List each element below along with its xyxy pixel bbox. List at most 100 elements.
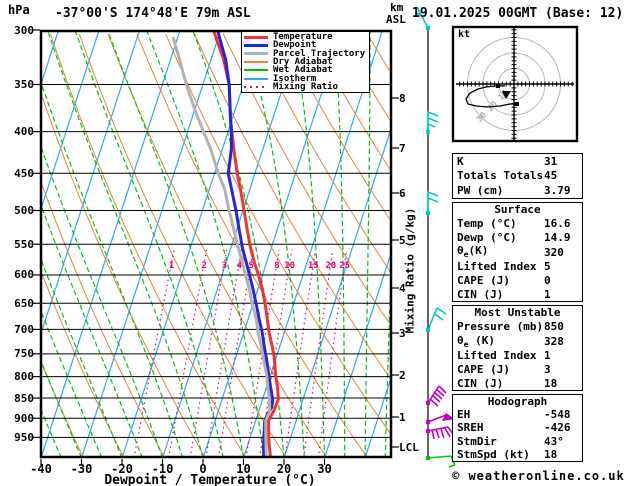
dry-adiabat-line — [136, 33, 368, 457]
wind-barb — [426, 111, 439, 134]
table-row-value: 0 — [544, 273, 551, 287]
mixing-ratio-value-label: 25 — [339, 261, 351, 271]
table-row: Pressure (mb) 850 — [457, 320, 578, 333]
table-row-value: -548 — [544, 408, 571, 422]
isotherm-line — [324, 251, 391, 457]
pressure-unit-label: hPa — [8, 3, 30, 17]
temp-tick-label: 20 — [276, 462, 292, 476]
temp-tick-label: 10 — [236, 462, 251, 476]
dry-adiabat-line — [338, 33, 391, 123]
hodograph-marker — [515, 102, 519, 106]
table-row-value: 328 — [544, 334, 564, 348]
copyright-label: © weatheronline.co.uk — [452, 469, 625, 483]
wind-barb — [426, 455, 456, 468]
wet-adiabat-line — [41, 145, 163, 457]
table-row-value: 320 — [544, 245, 564, 259]
table-row-label: SREH — [457, 421, 484, 435]
mixing-ratio-value-label: 2 — [201, 261, 207, 271]
km-tick-label: 4 — [399, 282, 406, 295]
wet-adiabat-line — [192, 31, 285, 457]
hodograph-marker — [496, 84, 500, 88]
table-row-label: Temp (°C) — [457, 217, 517, 231]
table-row: EH -548 — [457, 408, 578, 421]
hodograph-trace — [465, 85, 517, 108]
table-row-value: 850 — [544, 319, 564, 333]
legend-swatch-thin — [244, 60, 268, 63]
mixing-ratio-value-label: 15 — [307, 261, 319, 271]
table-row: K 31 — [457, 155, 578, 168]
legend-label: Wet Adiabat — [273, 65, 333, 76]
dry-adiabat-line — [222, 33, 391, 327]
table-row-label: Totals Totals — [457, 169, 544, 183]
wet-adiabat-line — [364, 31, 371, 457]
legend-swatch-dotted — [244, 85, 268, 88]
legend-item: Parcel Trajectory — [244, 48, 367, 59]
table-row-value: 14.9 — [544, 230, 571, 244]
pressure-tick-label: 400 — [14, 125, 34, 139]
mixing-ratio-value-label: 4 — [236, 261, 243, 271]
legend-label: Dry Adiabat — [273, 56, 333, 67]
station-title: -37°00'S 174°48'E 79m ASL — [55, 6, 251, 21]
table-header: Hodograph — [487, 395, 548, 409]
table-row-label: θe (K) — [457, 334, 544, 349]
pressure-tick-label: 300 — [14, 23, 34, 37]
temp-tick-label: 30 — [317, 462, 332, 476]
legend-label: Dewpoint — [273, 40, 317, 51]
wet-adiabat-line — [41, 203, 143, 457]
dry-adiabat-line — [280, 33, 391, 223]
wind-barb — [426, 307, 447, 332]
table-row: Dewp (°C) 14.9 — [457, 231, 578, 244]
data-table-hodograph: Hodograph EH -548 SREH -426 StmDir 43° StmSpd (… — [452, 394, 583, 462]
legend-label: Mixing Ratio — [273, 81, 339, 92]
table-row: Lifted Index 5 — [457, 260, 578, 273]
km-tick-label: 3 — [399, 327, 406, 340]
km-tick-label: 7 — [399, 142, 406, 155]
table-row: CIN (J) 18 — [457, 377, 578, 390]
table-row-label: StmDir — [457, 434, 497, 448]
legend-label: Parcel Trajectory — [273, 48, 366, 59]
km-tick-label: 2 — [399, 369, 406, 382]
temp-tick-label: 0 — [199, 462, 207, 476]
theta-subscript: e — [463, 250, 469, 260]
temp-tick-label: -40 — [30, 462, 52, 476]
temp-tick-label: -20 — [111, 462, 133, 476]
table-row-value: 3.79 — [544, 184, 571, 198]
table-row-value: 16.6 — [544, 217, 571, 231]
table-row-label: Lifted Index — [457, 349, 537, 363]
wind-barb — [426, 413, 455, 424]
table-row-value: 31 — [544, 154, 558, 168]
hodograph-border — [451, 25, 579, 143]
legend-swatch-thick — [244, 35, 268, 39]
parcel_trajectory-curve — [171, 36, 272, 457]
table-row-label: CAPE (J) — [457, 363, 510, 376]
theta-subscript: e — [463, 339, 469, 349]
table-row-value: 18 — [544, 376, 558, 390]
table-row: PW (cm) 3.79 — [457, 184, 578, 197]
km-tick-label: LCL — [399, 441, 419, 454]
wind-barb — [414, 6, 430, 30]
hodograph-arrowhead — [502, 91, 511, 99]
plot-border — [39, 29, 393, 459]
km-tick-label: 6 — [399, 187, 406, 200]
table-row-label: Lifted Index — [457, 260, 537, 274]
theta-unit: (K) — [468, 333, 495, 347]
dry-adiabat-line — [309, 33, 391, 172]
wet-adiabat-line — [0, 30, 1, 458]
legend-swatch-thin — [244, 69, 268, 72]
altitude-unit-asl: ASL — [386, 13, 406, 26]
table-row-value: 5 — [544, 260, 551, 274]
table-row: SREH -426 — [457, 421, 578, 434]
table-header: Most Unstable — [474, 306, 561, 320]
legend-item: Dry Adiabat — [244, 56, 367, 67]
legend-swatch-thick — [244, 43, 268, 47]
hodograph-unit-label: kt — [458, 29, 471, 40]
pressure-tick-label: 350 — [14, 77, 34, 91]
dry-adiabat-line — [49, 33, 246, 457]
pressure-tick-label: 700 — [14, 322, 34, 336]
mixing-ratio-value-label: 20 — [325, 261, 337, 271]
table-row-label: EH — [457, 408, 471, 422]
table-row-label: Pressure (mb) — [457, 319, 544, 333]
mixing-ratio-axis-label: Mixing Ratio (g/kg) — [403, 207, 417, 334]
table-row: StmDir 43° — [457, 435, 578, 448]
